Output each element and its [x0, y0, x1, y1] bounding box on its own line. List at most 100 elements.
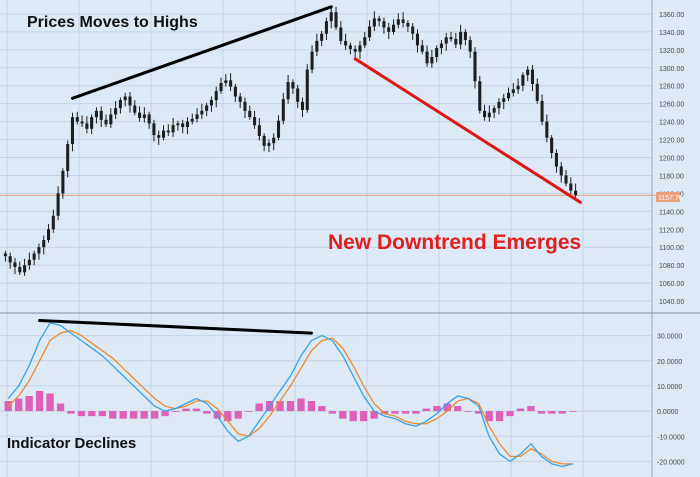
price-candle [545, 114, 549, 143]
price-candle [554, 149, 558, 173]
annotation-prices-moves-to-highs: Prices Moves to Highs [27, 14, 198, 31]
histogram-bar [245, 411, 253, 412]
histogram-bar [537, 411, 546, 414]
histogram-bar [98, 411, 106, 417]
price-tick-label: 1060.00 [659, 281, 684, 288]
histogram-bar [412, 411, 420, 414]
price-candle [296, 84, 300, 109]
price-candle [506, 87, 511, 101]
histogram-bar [433, 406, 441, 412]
candle-body [420, 45, 424, 52]
price-candle [3, 250, 7, 262]
price-candle [387, 22, 391, 40]
histogram-bar [56, 403, 65, 412]
candle-body [478, 81, 482, 111]
price-tick-label: 1340.00 [659, 30, 684, 37]
price-tick-label: 1200.00 [659, 156, 684, 163]
indicator-tick-label: 30.0000 [657, 334, 682, 341]
candle-body [502, 98, 506, 102]
price-candle [18, 261, 22, 276]
candle-body [99, 110, 103, 120]
price-candle [13, 257, 17, 275]
candle-body [94, 110, 98, 118]
candle-body [334, 12, 338, 28]
price-tick-label: 1220.00 [659, 138, 684, 145]
price-candle [372, 11, 376, 32]
price-candle [248, 105, 252, 120]
price-candle [224, 74, 228, 87]
candle-body [545, 121, 549, 138]
candle-body [176, 123, 180, 126]
candle-body [152, 123, 156, 136]
price-candle [233, 83, 237, 102]
candle-body [138, 112, 142, 119]
macd-line [7, 322, 573, 468]
histogram-bar [307, 401, 316, 412]
histogram-bar [454, 406, 462, 412]
price-candle [195, 108, 199, 123]
candle-body [401, 19, 405, 23]
price-candle [142, 107, 146, 123]
candle-body [46, 229, 51, 241]
candle-body [435, 48, 439, 58]
histogram-bar [255, 403, 263, 412]
price-panel [3, 6, 578, 276]
candle-body [296, 88, 300, 102]
candle-body [262, 135, 266, 146]
candle-body [13, 262, 17, 267]
candle-body [358, 45, 362, 52]
candle-body [554, 153, 558, 167]
histogram-bar [140, 411, 148, 419]
annotation-new-downtrend: New Downtrend Emerges [328, 231, 581, 254]
candle-body [449, 37, 453, 40]
price-candle [109, 108, 113, 128]
histogram-bar [276, 401, 284, 412]
annotation-layer [38, 5, 582, 335]
candle-body [209, 100, 213, 106]
candle-body [348, 45, 352, 49]
price-candle [128, 92, 132, 113]
candle-body [535, 83, 539, 101]
candle-body [339, 27, 343, 41]
candle-body [185, 121, 190, 127]
downtrend-line [353, 57, 582, 204]
candle-body [353, 48, 357, 52]
price-tick-label: 1260.00 [659, 102, 684, 109]
candle-body [329, 12, 333, 22]
price-candle [166, 124, 170, 136]
candle-body [511, 89, 515, 93]
candle-body [66, 144, 70, 171]
price-candle [377, 15, 381, 27]
price-candle [535, 78, 539, 104]
price-candle [85, 116, 89, 134]
candle-body [219, 83, 223, 92]
candle-body [90, 117, 94, 129]
price-candle [70, 112, 75, 152]
histogram-bar [391, 411, 399, 414]
price-candle [569, 177, 573, 195]
candle-body [70, 117, 75, 145]
candle-body [157, 135, 161, 138]
price-candle [229, 73, 233, 92]
histogram-bar [119, 411, 127, 419]
candle-body [569, 183, 573, 191]
histogram-bar [150, 411, 159, 419]
price-candle [262, 133, 266, 152]
price-tick-label: 1100.00 [659, 245, 684, 252]
price-candle [487, 105, 491, 122]
current-price-label: 1157.76 [658, 195, 683, 202]
price-tick-label: 1140.00 [659, 209, 684, 216]
indicator-trendline [38, 319, 313, 335]
candle-body [454, 39, 458, 45]
candle-body [344, 40, 348, 46]
price-tick-label: 1240.00 [659, 120, 684, 127]
histogram-bar [109, 411, 117, 419]
histogram-bar [35, 390, 44, 412]
histogram-bar [182, 408, 190, 412]
price-candle [444, 32, 448, 51]
candle-body [8, 256, 12, 263]
price-candle [425, 45, 429, 67]
histogram-bar [443, 403, 451, 412]
